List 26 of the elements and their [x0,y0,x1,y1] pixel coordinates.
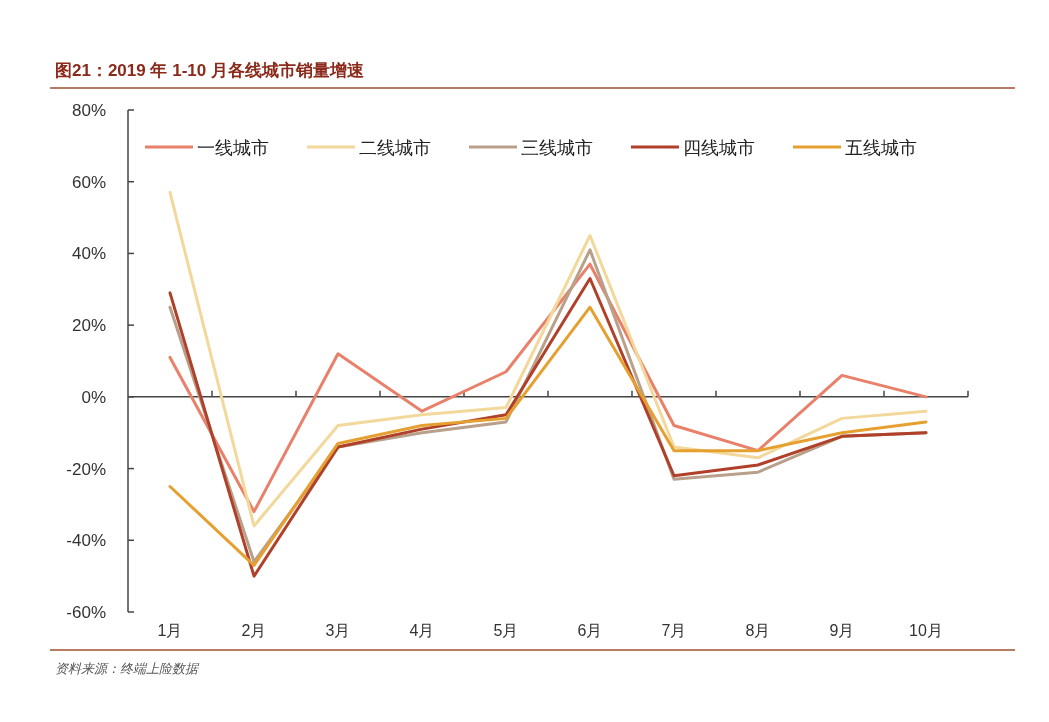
x-tick-label: 5月 [493,622,519,639]
y-tick-label: -40% [66,531,106,551]
legend-label: 五线城市 [845,138,917,158]
y-tick-label: -60% [66,603,106,622]
legend-label: 二线城市 [359,138,431,158]
y-tick-label: 60% [71,172,106,192]
x-tick-label: 3月 [325,622,351,639]
chart-title: 图21：2019 年 1-10 月各线城市销量增速 [55,61,364,80]
x-tick-label: 10月 [909,622,943,639]
x-tick-label: 1月 [157,622,183,639]
legend-label: 四线城市 [683,138,755,158]
x-tick-label: 8月 [745,622,771,639]
legend-label: 三线城市 [521,138,593,158]
x-tick-label: 4月 [409,622,435,639]
y-tick-label: 40% [71,244,106,264]
line-series [168,190,928,528]
x-tick-label: 2月 [241,622,267,639]
x-tick-label: 7月 [661,622,687,639]
x-tick-label: 6月 [577,622,603,639]
legend-label: 一线城市 [197,138,269,158]
x-tick-label: 9月 [829,622,855,639]
y-tick-label: 0% [81,387,106,407]
y-tick-label: 80% [71,101,106,120]
y-tick-label: 20% [71,316,106,336]
text: 资料来源：终端上险数据 [55,661,200,676]
y-tick-label: -20% [66,459,106,479]
